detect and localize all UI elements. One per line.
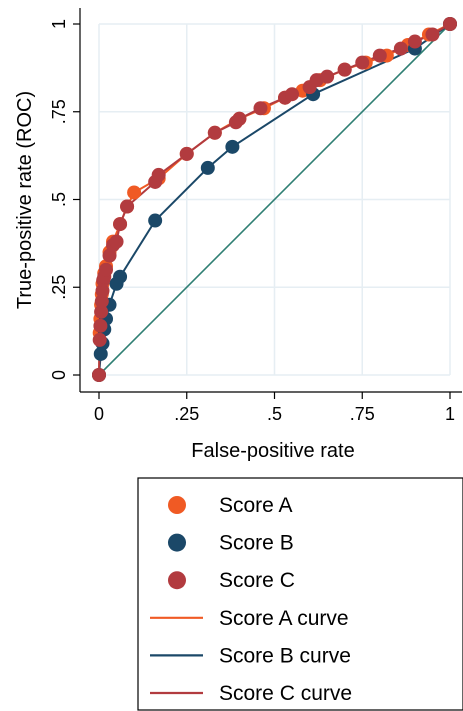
series-3-point [337,62,352,77]
series-3-point [425,27,440,42]
series-3-point [102,248,117,263]
x-tick-label: 1 [445,404,455,424]
legend-label: Score C [219,569,295,592]
series-3-point [285,87,300,102]
series-3-point [309,73,324,88]
series-3-point [95,283,110,298]
series-3-point [94,304,109,319]
series-2-point [93,346,108,361]
series-1-point [127,185,142,200]
legend-label: Score A [219,494,293,517]
series-3-point [151,167,166,182]
series-3-point [92,368,106,382]
y-tick-label: .5 [49,192,69,207]
series-3-point [120,199,135,214]
legend-label: Score C curve [219,682,352,705]
y-tick-label: .25 [49,275,69,300]
series-3-point [113,217,128,232]
series-3-point [253,101,268,116]
x-tick-label: 0 [94,404,104,424]
legend-marker-dot [168,571,186,590]
series-2-point [113,269,128,284]
y-tick-label: .75 [49,99,69,124]
series-3-point [92,332,107,347]
legend: Score A Score B Score C Score A curve Score … [137,477,463,711]
series-2-point [225,139,240,154]
series-3-point [320,69,335,84]
series-3-point [407,34,422,49]
reference-line [98,23,451,376]
x-axis-label: False-positive rate [191,440,354,462]
series-3-point [232,111,247,126]
series-3-point [94,294,109,309]
series-3-point [93,318,108,333]
series-3-point [207,125,222,140]
series-3-point [109,234,124,249]
legend-label: Score B curve [219,644,351,667]
series-3-point [443,17,457,31]
y-ticks: 0 .25 .5 .75 1 [49,19,80,380]
y-axis-label: True-positive rate (ROC) [14,91,36,309]
series-2-point [148,213,163,228]
series-2-point [200,160,215,175]
x-tick-label: .75 [350,404,375,424]
legend-label: Score A curve [219,607,349,630]
grid-lines [98,23,451,376]
series-3-point [372,48,387,63]
legend-label: Score B [219,532,294,555]
x-ticks: 0 .25 .5 .75 1 [94,392,455,424]
y-tick-label: 1 [49,19,69,29]
plot-area [92,17,457,382]
legend-marker-dot [168,496,186,514]
x-tick-label: .25 [174,404,199,424]
y-tick-label: 0 [49,370,69,380]
series-3-point [393,41,408,56]
series-3-point [99,262,114,277]
legend-marker-dot [168,533,186,552]
x-tick-label: .5 [267,404,282,424]
series-3-point [355,55,370,70]
series-3-point [179,146,194,161]
legend-box [137,477,463,711]
